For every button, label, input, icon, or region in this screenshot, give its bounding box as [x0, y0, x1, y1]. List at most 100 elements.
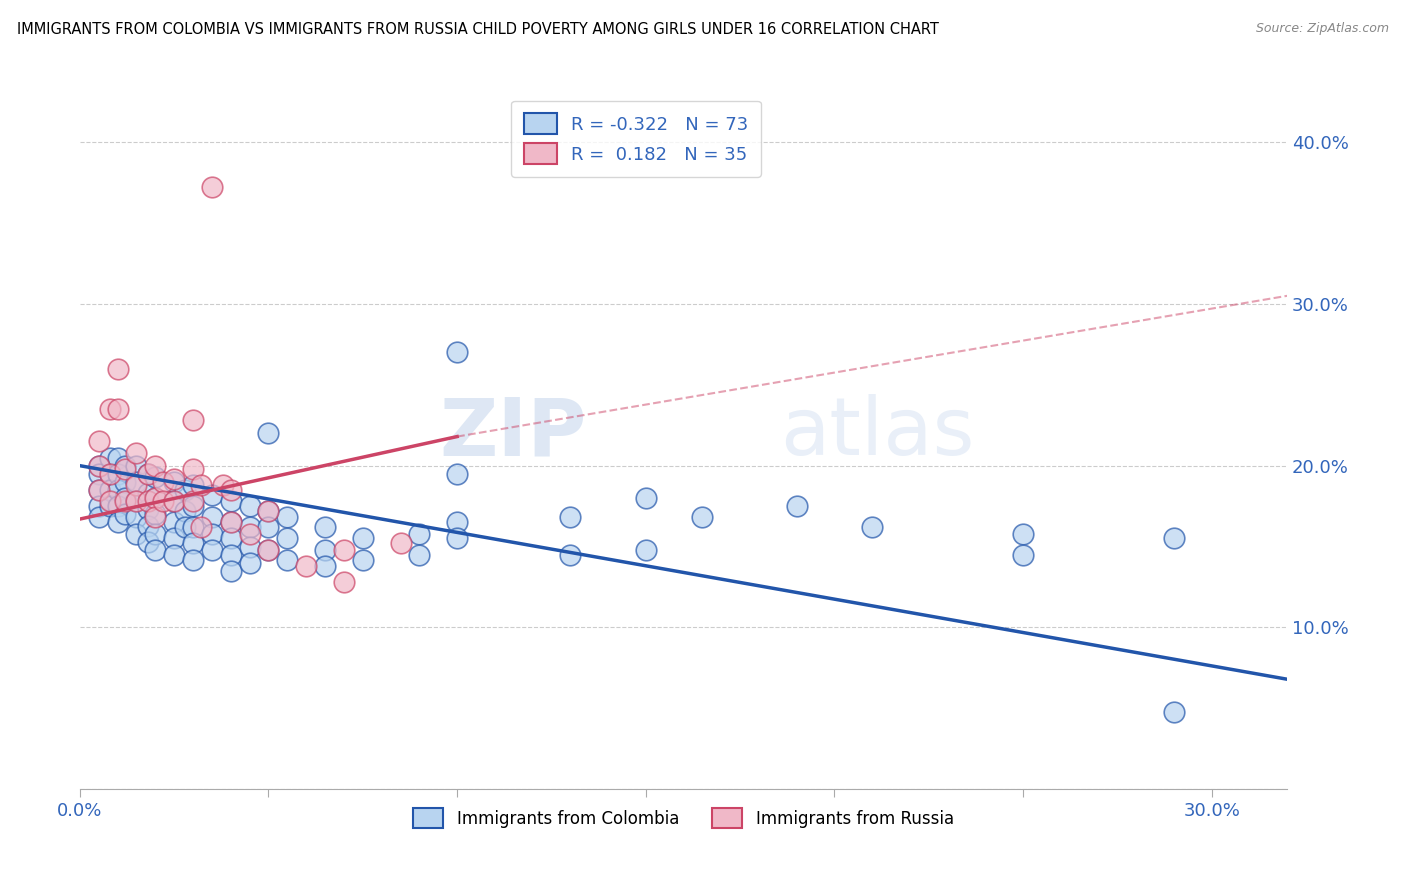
Point — [87, 483, 110, 497]
Point — [201, 526, 224, 541]
Point — [314, 542, 336, 557]
Point — [174, 483, 197, 497]
Point — [87, 467, 110, 481]
Point — [190, 520, 212, 534]
Point — [295, 559, 318, 574]
Point — [560, 510, 582, 524]
Point — [107, 516, 129, 530]
Point — [276, 510, 298, 524]
Point — [143, 491, 166, 505]
Point — [125, 475, 148, 489]
Point — [276, 552, 298, 566]
Point — [114, 491, 136, 505]
Point — [257, 504, 280, 518]
Point — [333, 542, 356, 557]
Point — [634, 542, 657, 557]
Point — [87, 458, 110, 473]
Point — [87, 434, 110, 449]
Point — [98, 450, 121, 465]
Point — [136, 486, 159, 500]
Point — [181, 478, 204, 492]
Point — [239, 526, 262, 541]
Point — [114, 507, 136, 521]
Point — [136, 518, 159, 533]
Point — [98, 402, 121, 417]
Point — [1163, 532, 1185, 546]
Point — [239, 520, 262, 534]
Point — [163, 472, 186, 486]
Point — [219, 516, 242, 530]
Point — [219, 494, 242, 508]
Point — [174, 504, 197, 518]
Point — [181, 499, 204, 513]
Text: ZIP: ZIP — [440, 394, 586, 473]
Point — [181, 520, 204, 534]
Point — [98, 494, 121, 508]
Point — [143, 507, 166, 521]
Point — [87, 458, 110, 473]
Point — [181, 536, 204, 550]
Point — [136, 502, 159, 516]
Point — [257, 426, 280, 441]
Point — [389, 536, 412, 550]
Point — [219, 516, 242, 530]
Point — [136, 467, 159, 481]
Point — [143, 458, 166, 473]
Point — [98, 467, 121, 481]
Point — [860, 520, 883, 534]
Point — [163, 475, 186, 489]
Point — [143, 470, 166, 484]
Point — [136, 494, 159, 508]
Point — [560, 548, 582, 562]
Point — [125, 494, 148, 508]
Point — [114, 458, 136, 473]
Point — [692, 510, 714, 524]
Point — [125, 478, 148, 492]
Point — [163, 548, 186, 562]
Text: IMMIGRANTS FROM COLOMBIA VS IMMIGRANTS FROM RUSSIA CHILD POVERTY AMONG GIRLS UND: IMMIGRANTS FROM COLOMBIA VS IMMIGRANTS F… — [17, 22, 939, 37]
Point — [114, 494, 136, 508]
Point — [239, 499, 262, 513]
Point — [446, 516, 468, 530]
Point — [181, 462, 204, 476]
Point — [446, 532, 468, 546]
Point — [87, 510, 110, 524]
Point — [98, 499, 121, 513]
Point — [136, 467, 159, 481]
Point — [107, 450, 129, 465]
Point — [143, 526, 166, 541]
Point — [1012, 548, 1035, 562]
Point — [107, 499, 129, 513]
Point — [352, 552, 374, 566]
Point — [352, 532, 374, 546]
Point — [181, 413, 204, 427]
Point — [143, 542, 166, 557]
Legend: Immigrants from Colombia, Immigrants from Russia: Immigrants from Colombia, Immigrants fro… — [406, 802, 960, 834]
Point — [219, 483, 242, 497]
Point — [219, 548, 242, 562]
Point — [107, 483, 129, 497]
Point — [107, 467, 129, 481]
Point — [219, 532, 242, 546]
Point — [786, 499, 808, 513]
Point — [163, 532, 186, 546]
Point — [201, 180, 224, 194]
Point — [257, 542, 280, 557]
Point — [87, 499, 110, 513]
Point — [1012, 526, 1035, 541]
Point — [152, 494, 174, 508]
Point — [125, 494, 148, 508]
Point — [276, 532, 298, 546]
Point — [87, 483, 110, 497]
Point — [201, 510, 224, 524]
Point — [136, 534, 159, 549]
Point — [98, 467, 121, 481]
Point — [634, 491, 657, 505]
Point — [163, 494, 186, 508]
Point — [114, 462, 136, 476]
Point — [314, 559, 336, 574]
Point — [333, 575, 356, 590]
Point — [201, 488, 224, 502]
Point — [125, 526, 148, 541]
Point — [114, 475, 136, 489]
